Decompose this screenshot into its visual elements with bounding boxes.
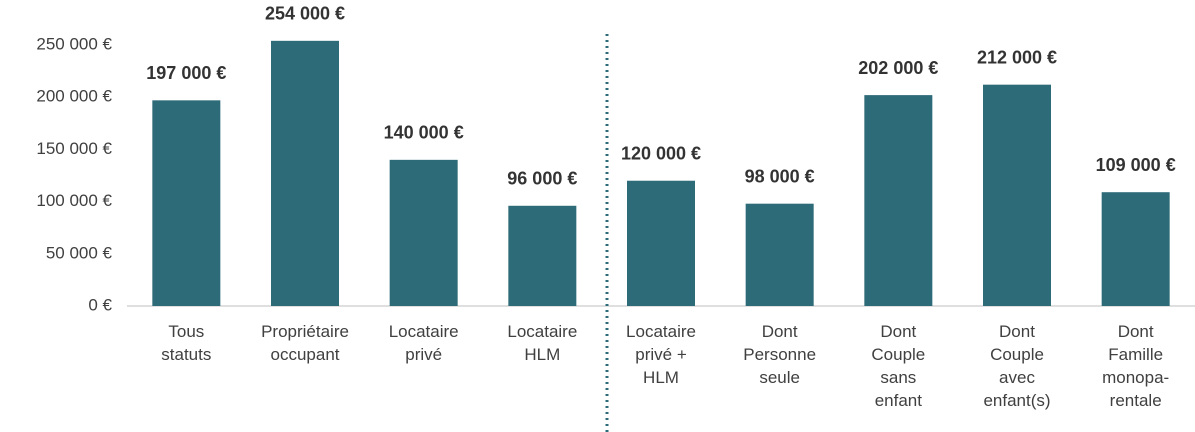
x-tick-line: statuts [161, 345, 211, 364]
y-tick-label: 150 000 € [36, 139, 112, 158]
bar [1101, 192, 1170, 306]
x-tick-label: Locataire privé + HLM [626, 322, 696, 387]
x-tick-line: occupant [271, 345, 340, 364]
x-tick-line: Tous [168, 322, 204, 341]
x-tick-line: Famille [1108, 345, 1163, 364]
bar [864, 95, 933, 306]
x-tick-line: Dont [1118, 322, 1154, 341]
bar [152, 100, 221, 306]
value-label: 254 000 € [265, 4, 345, 24]
x-tick-label: Dont Couple avec enfant(s) [983, 322, 1050, 410]
y-tick-label: 250 000 € [36, 34, 112, 53]
value-label: 120 000 € [621, 143, 701, 163]
bar [983, 84, 1051, 306]
x-tick-label: Locataire HLM [507, 322, 577, 364]
x-tick-line: Propriétaire [261, 322, 349, 341]
x-tick-line: seule [759, 368, 800, 387]
x-tick-line: Couple [990, 345, 1044, 364]
y-tick-label: 0 € [88, 295, 112, 314]
value-label: 109 000 € [1096, 155, 1176, 175]
bar [271, 40, 339, 306]
x-tick-label: Tous statuts [161, 322, 211, 364]
x-tick-label: Dont Couple sans enfant [871, 322, 925, 410]
x-tick-line: Couple [871, 345, 925, 364]
bar [389, 159, 458, 306]
value-label: 202 000 € [858, 58, 938, 78]
y-tick-label: 200 000 € [36, 87, 112, 106]
value-label: 197 000 € [146, 63, 226, 83]
y-tick-label: 50 000 € [46, 243, 113, 262]
value-label: 96 000 € [507, 169, 577, 189]
x-tick-line: Dont [999, 322, 1035, 341]
x-tick-line: Dont [762, 322, 798, 341]
x-tick-line: privé + [635, 345, 687, 364]
value-label: 98 000 € [745, 166, 815, 186]
x-tick-line: sans [880, 368, 916, 387]
x-tick-line: avec [999, 368, 1035, 387]
x-tick-line: HLM [524, 345, 560, 364]
x-tick-label: Propriétaire occupant [261, 322, 349, 364]
x-tick-line: privé [405, 345, 442, 364]
y-tick-label: 100 000 € [36, 191, 112, 210]
x-tick-label: Locataire privé [389, 322, 459, 364]
value-label: 212 000 € [977, 47, 1057, 67]
x-tick-line: enfant(s) [983, 391, 1050, 410]
bar [508, 205, 577, 306]
x-tick-label: Dont Personne seule [743, 322, 816, 387]
x-tick-line: Personne [743, 345, 816, 364]
bar [627, 180, 695, 306]
bar [745, 203, 814, 306]
x-tick-line: monopa- [1102, 368, 1169, 387]
x-tick-label: Dont Famille monopa-rentale [1102, 322, 1169, 410]
x-tick-line: Locataire [389, 322, 459, 341]
x-tick-line: enfant [875, 391, 923, 410]
x-tick-line: rentale [1110, 391, 1162, 410]
x-tick-line: Dont [880, 322, 916, 341]
x-tick-line: HLM [643, 368, 679, 387]
x-tick-line: Locataire [507, 322, 577, 341]
x-tick-line: Locataire [626, 322, 696, 341]
value-label: 140 000 € [384, 123, 464, 143]
